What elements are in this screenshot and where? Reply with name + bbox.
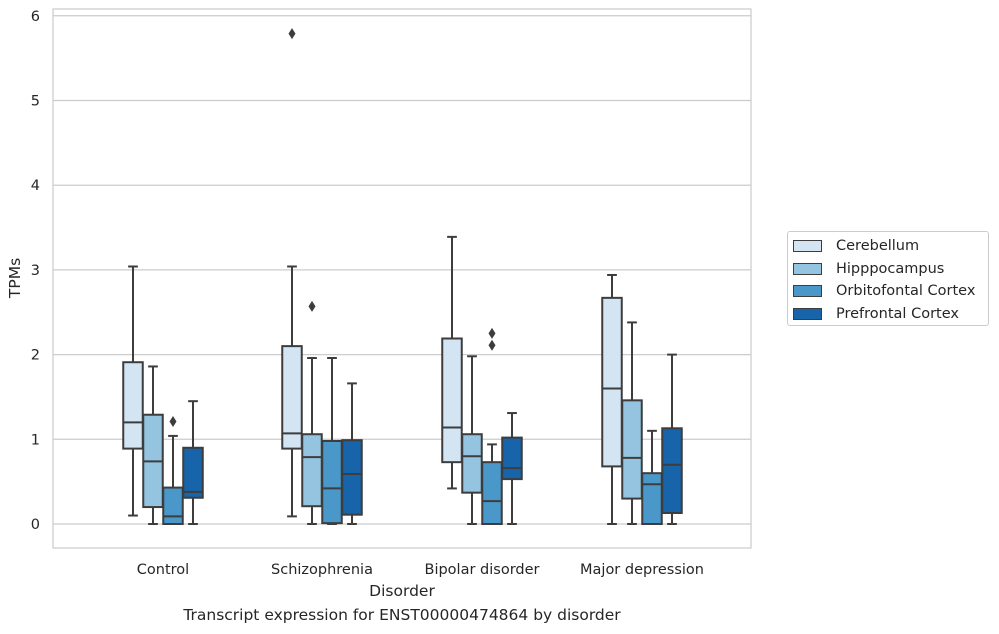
y-tick-label: 1	[31, 432, 40, 448]
legend-item: Prefrontal Cortex	[793, 303, 988, 326]
box-iqr	[661, 427, 683, 514]
box-iqr	[341, 439, 363, 516]
box-hipppocampus	[301, 300, 323, 525]
box-cerebellum	[441, 235, 463, 490]
box-iqr	[441, 337, 463, 464]
y-tick-labels: 0 1 2 3 4 5 6	[31, 9, 40, 533]
box-prefrontal-cortex	[501, 412, 523, 525]
outlier-point	[169, 416, 177, 428]
box-iqr	[122, 361, 144, 450]
x-tick-label: Major depression	[580, 562, 704, 578]
box-cerebellum	[122, 265, 144, 517]
x-tick-label: Control	[137, 562, 189, 578]
y-tick-label: 3	[31, 263, 40, 279]
box-orbitofontal-cortex	[481, 327, 503, 526]
box-iqr	[182, 446, 204, 499]
y-axis-label: TPMs	[6, 258, 24, 299]
box-iqr	[501, 436, 523, 481]
y-tick-label: 5	[31, 94, 40, 110]
box-iqr	[301, 433, 323, 508]
legend-label: Hipppocampus	[836, 260, 945, 277]
y-tick-label: 4	[31, 178, 40, 194]
box-cerebellum	[281, 28, 303, 518]
legend-label: Prefrontal Cortex	[836, 305, 959, 322]
legend-swatch	[793, 307, 822, 320]
outlier-point	[288, 28, 296, 40]
chart-caption: Transcript expression for ENST0000047486…	[183, 606, 621, 624]
outlier-point	[488, 339, 496, 351]
box-hipppocampus	[142, 365, 164, 525]
box-iqr	[641, 472, 663, 525]
legend-swatch	[793, 240, 822, 253]
y-tick-label: 6	[31, 9, 40, 25]
x-tick-label: Schizophrenia	[271, 562, 373, 578]
outlier-point	[488, 327, 496, 339]
box-prefrontal-cortex	[182, 400, 204, 525]
box-prefrontal-cortex	[341, 382, 363, 525]
box-prefrontal-cortex	[661, 353, 683, 525]
box-hipppocampus	[461, 355, 483, 525]
legend-swatch	[793, 285, 822, 298]
legend-label: Cerebellum	[836, 238, 920, 255]
box-iqr	[481, 461, 503, 526]
x-axis-label: Disorder	[369, 582, 435, 600]
legend-item: Orbitofontal Cortex	[793, 280, 988, 303]
legend-swatch	[793, 262, 822, 275]
box-cerebellum	[601, 273, 623, 525]
box-groups	[122, 28, 683, 526]
legend: Cerebellum Hipppocampus Orbitofontal Corte…	[787, 231, 989, 326]
x-tick-labels: Control Schizophrenia Bipolar disorder Majo…	[137, 562, 704, 578]
y-tick-label: 2	[31, 348, 40, 364]
box-orbitofontal-cortex	[162, 416, 184, 526]
legend-item: Cerebellum	[793, 235, 988, 258]
box-iqr	[461, 433, 483, 494]
y-tick-label: 0	[31, 517, 40, 533]
box-iqr	[281, 345, 303, 450]
box-iqr	[162, 486, 184, 526]
box-hipppocampus	[621, 321, 643, 525]
box-iqr	[601, 296, 623, 468]
legend-label: Orbitofontal Cortex	[836, 283, 976, 300]
box-iqr	[621, 399, 643, 500]
x-tick-label: Bipolar disorder	[425, 562, 540, 578]
outlier-point	[308, 300, 316, 312]
box-iqr	[321, 439, 343, 525]
legend-item: Hipppocampus	[793, 258, 988, 281]
